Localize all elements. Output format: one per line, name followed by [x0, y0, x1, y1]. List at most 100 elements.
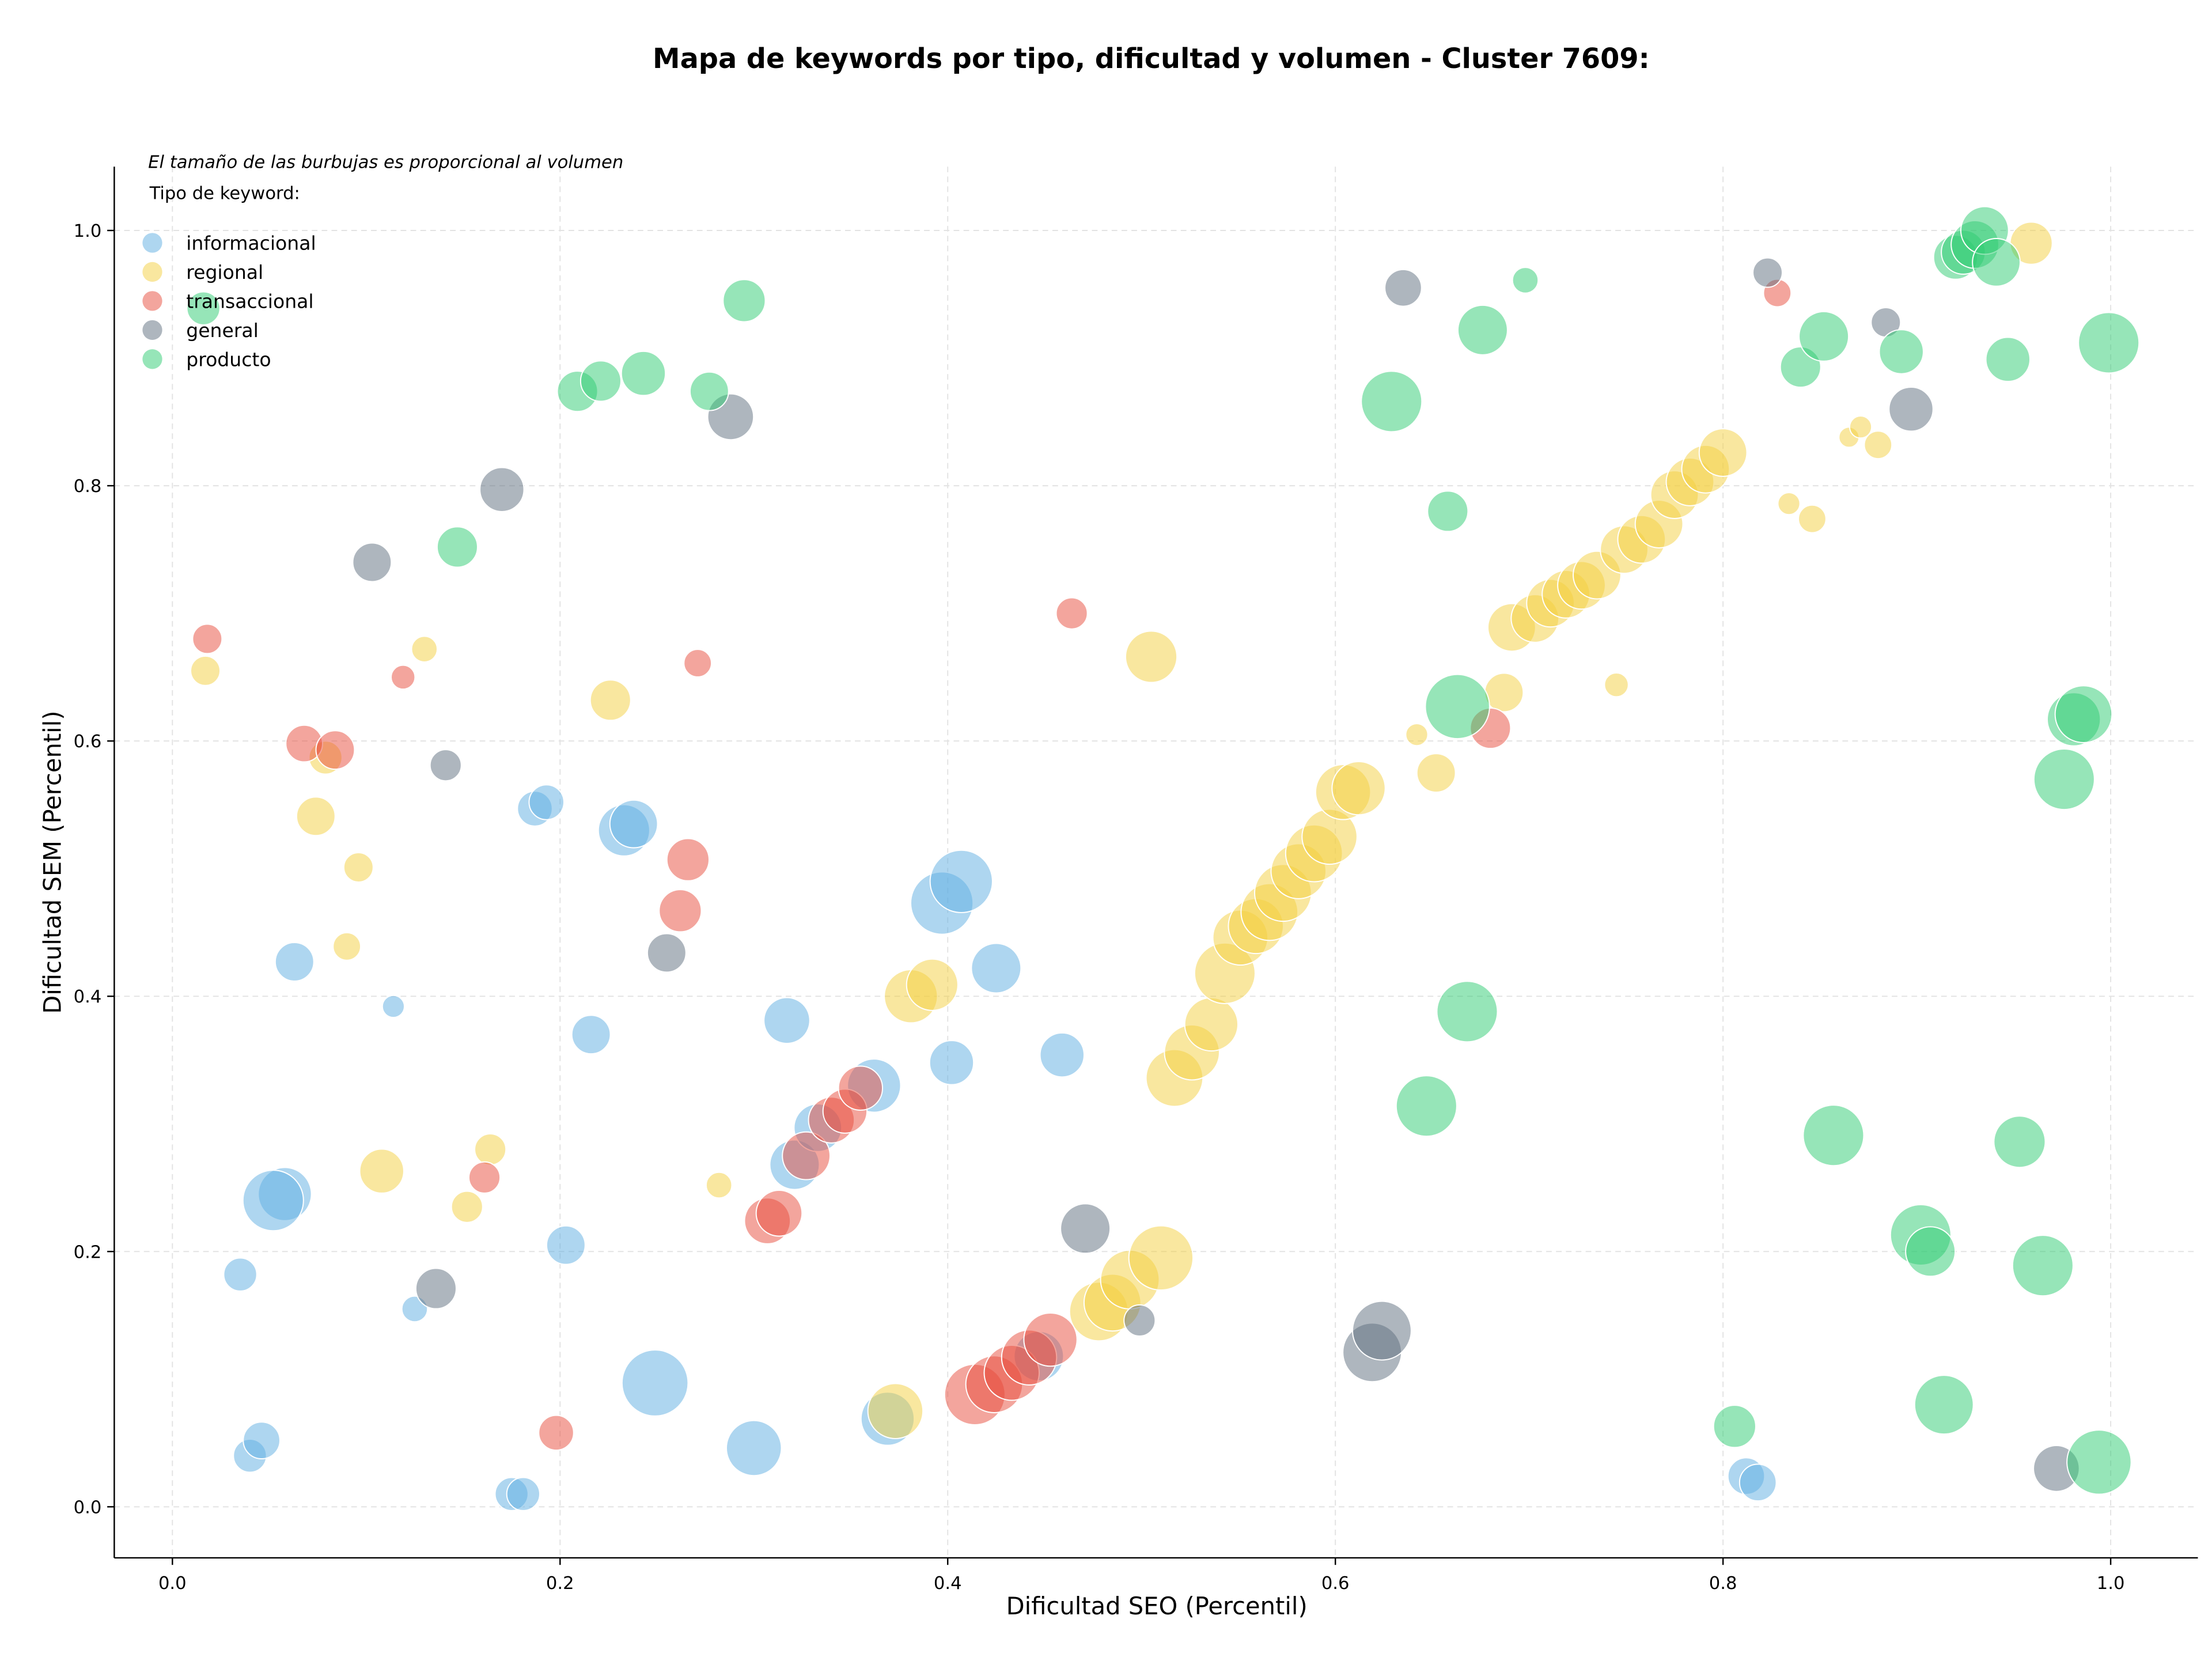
- bubble-regional-6: [411, 635, 438, 663]
- axis-ticks: 0.0 0.2 0.4 0.6 0.8 1.0 0.0 0.2 0.4 0.6 0.8 1.0: [74, 221, 2125, 1594]
- x-tick-label-3: 0.6: [1321, 1573, 1350, 1594]
- legend-label-general: general: [186, 319, 259, 342]
- bubble-producto-0: [186, 291, 221, 326]
- bubble-producto-7: [1361, 370, 1423, 433]
- y-tick-label-0: 0.0: [74, 1497, 102, 1518]
- bubble-regional-9: [589, 679, 631, 721]
- legend-marker-regional: [142, 262, 162, 282]
- legend-label-producto: producto: [186, 349, 271, 371]
- bubbles: [186, 206, 2140, 1511]
- grid: [114, 167, 2198, 1558]
- bubble-producto-10: [1457, 304, 1508, 355]
- x-tick-label-5: 1.0: [2097, 1573, 2125, 1594]
- bubble-regional-34: [1484, 672, 1524, 713]
- bubble-informacional-13: [609, 799, 658, 849]
- y-tick-label-4: 0.8: [74, 476, 102, 497]
- bubble-transaccional-4: [468, 1161, 501, 1194]
- bubble-producto-20: [1905, 1226, 1956, 1277]
- bubble-transaccional-0: [192, 623, 223, 654]
- bubble-regional-11: [867, 1383, 924, 1439]
- bubble-informacional-18: [763, 997, 810, 1045]
- bubble-producto-11: [1436, 981, 1498, 1043]
- bubble-informacional-15: [506, 1477, 540, 1511]
- bubble-transaccional-20: [1055, 597, 1088, 630]
- bubble-informacional-4: [381, 994, 405, 1019]
- bubble-producto-3: [579, 360, 622, 402]
- legend-label-regional: regional: [186, 261, 263, 283]
- bubble-informacional-6: [243, 1421, 281, 1459]
- bubble-producto-17: [1802, 1104, 1865, 1167]
- bubble-transaccional-6: [658, 889, 702, 933]
- bubble-producto-26: [1972, 238, 2021, 287]
- bubble-transaccional-19: [1023, 1312, 1078, 1367]
- bubble-transaccional-10: [755, 1190, 803, 1237]
- legend-title: Tipo de keyword:: [149, 184, 300, 204]
- legend-label-informacional: informacional: [186, 232, 316, 255]
- bubble-regional-0: [190, 655, 221, 686]
- legend-marker-transaccional: [142, 291, 162, 311]
- bubble-regional-21: [1184, 997, 1238, 1052]
- bubble-producto-33: [2066, 1429, 2132, 1495]
- bubble-producto-18: [1878, 329, 1924, 374]
- bubble-general-9: [1352, 1300, 1412, 1361]
- bubble-regional-8: [474, 1133, 507, 1166]
- y-tick-label-5: 1.0: [74, 221, 102, 241]
- bubble-general-2: [429, 749, 462, 782]
- size-annotation: El tamaño de las burbujas es proporciona…: [148, 153, 623, 173]
- bubble-informacional-26: [971, 943, 1022, 994]
- bubble-producto-32: [2054, 685, 2113, 743]
- x-tick-label-2: 0.4: [934, 1573, 962, 1594]
- bubble-general-10: [1384, 268, 1422, 307]
- x-tick-label-4: 0.8: [1709, 1573, 1737, 1594]
- y-tick-label-3: 0.6: [74, 732, 102, 752]
- x-tick-label-1: 0.2: [546, 1573, 574, 1594]
- bubble-general-0: [352, 542, 392, 582]
- chart-title: Mapa de keywords por tipo, dificultad y …: [653, 43, 1650, 75]
- bubble-producto-30: [2033, 748, 2095, 811]
- bubble-regional-18: [1128, 1225, 1194, 1291]
- bubble-regional-32: [1405, 722, 1429, 747]
- bubble-informacional-1: [242, 1170, 304, 1232]
- bubble-producto-4: [620, 350, 666, 396]
- bubble-producto-28: [1993, 1115, 2046, 1168]
- bubble-regional-49: [1777, 492, 1801, 516]
- bubble-producto-34: [2078, 312, 2140, 374]
- bubble-producto-5: [689, 371, 729, 411]
- legend-label-transaccional: transaccional: [186, 290, 313, 313]
- bubble-regional-13: [906, 958, 959, 1011]
- bubble-general-6: [1060, 1203, 1111, 1254]
- bubble-informacional-30: [1738, 1463, 1777, 1502]
- bubble-transaccional-8: [683, 649, 713, 678]
- bubble-producto-13: [1512, 267, 1539, 294]
- bubble-regional-7: [450, 1190, 483, 1223]
- y-tick-label-1: 0.2: [74, 1242, 102, 1262]
- bubble-transaccional-2: [315, 730, 355, 770]
- bubble-general-3: [479, 467, 525, 512]
- legend: informacional regional transaccional genera…: [142, 232, 316, 371]
- bubble-regional-41: [1604, 672, 1629, 698]
- bubble-transaccional-14: [838, 1065, 883, 1111]
- bubble-producto-27: [1985, 336, 2031, 382]
- bubble-informacional-11: [546, 1225, 586, 1265]
- bubble-regional-10: [705, 1171, 733, 1199]
- bubble-general-13: [1888, 386, 1934, 432]
- bubble-regional-53: [1863, 430, 1893, 460]
- bubble-informacional-9: [528, 784, 565, 820]
- bubble-informacional-17: [726, 1420, 782, 1477]
- legend-marker-producto: [142, 349, 162, 369]
- bubble-regional-33: [1416, 753, 1456, 793]
- bubble-regional-14: [1124, 630, 1178, 683]
- bubble-regional-5: [359, 1148, 404, 1194]
- bubble-informacional-10: [571, 1015, 611, 1055]
- bubble-producto-29: [2012, 1235, 2074, 1297]
- bubble-transaccional-3: [391, 664, 416, 690]
- bubble-producto-6: [722, 279, 766, 323]
- bubble-producto-9: [1425, 674, 1490, 740]
- bubble-informacional-16: [621, 1349, 689, 1417]
- bubble-regional-50: [1798, 504, 1827, 534]
- bubble-producto-1: [436, 526, 478, 568]
- bubble-informacional-25: [929, 1040, 975, 1085]
- bubble-informacional-27: [1039, 1032, 1085, 1078]
